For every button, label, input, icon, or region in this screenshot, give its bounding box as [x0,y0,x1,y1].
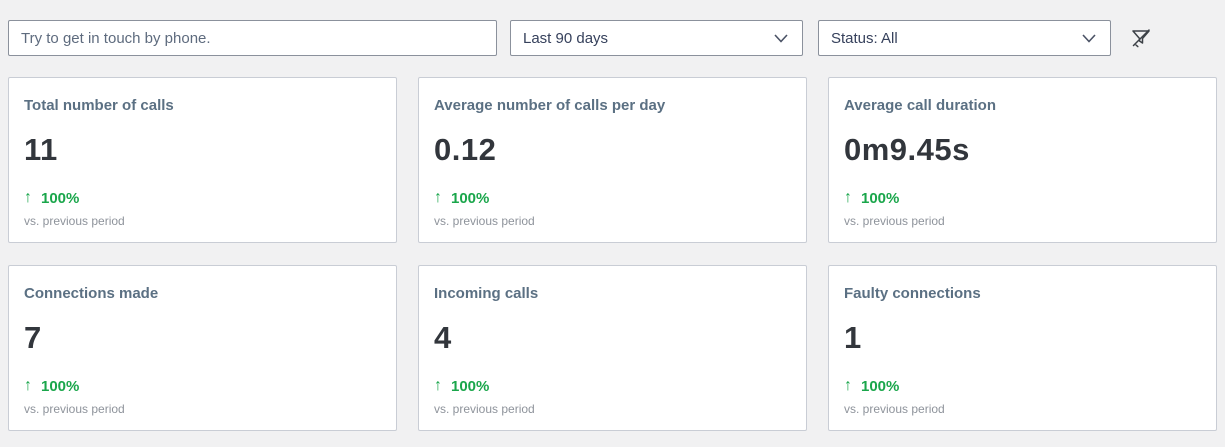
stat-title: Connections made [24,285,159,302]
stat-value: 11 [24,132,58,167]
stat-title: Total number of calls [24,97,174,114]
trend-percent: 100% [861,377,900,395]
trend-up-arrow-icon: ↑ [434,189,442,206]
trend-percent: 100% [451,189,490,207]
trend-percent: 100% [41,189,80,207]
clear-filters-button[interactable] [1126,23,1156,53]
search-input[interactable] [8,20,497,56]
stat-trend: ↑ 100% [844,378,1201,394]
trend-up-arrow-icon: ↑ [24,189,32,206]
stat-title: Faulty connections [844,285,981,302]
stats-cards-grid: Total number of calls 11 ↑ 100% vs. prev… [8,77,1217,431]
filters-toolbar: Last 90 days Status: All [0,0,1225,60]
trend-percent: 100% [451,377,490,395]
stat-title: Average call duration [844,97,996,114]
stat-card-faulty-connections: Faulty connections 1 ↑ 100% vs. previous… [828,265,1217,431]
stat-comparison: vs. previous period [844,214,945,228]
filter-off-icon [1132,29,1150,48]
trend-up-arrow-icon: ↑ [434,377,442,394]
stat-title: Incoming calls [434,285,539,302]
period-dropdown[interactable]: Last 90 days [510,20,803,56]
trend-up-arrow-icon: ↑ [24,377,32,394]
stat-comparison: vs. previous period [24,214,125,228]
stat-trend: ↑ 100% [24,190,381,206]
period-dropdown-value: Last 90 days [523,29,609,47]
stat-trend: ↑ 100% [844,190,1201,206]
stat-comparison: vs. previous period [24,402,125,416]
stat-card-connections-made: Connections made 7 ↑ 100% vs. previous p… [8,265,397,431]
stat-comparison: vs. previous period [434,402,535,416]
stat-card-total-calls: Total number of calls 11 ↑ 100% vs. prev… [8,77,397,243]
stat-value: 4 [434,320,452,355]
trend-up-arrow-icon: ↑ [844,189,852,206]
status-dropdown-value: Status: All [831,29,898,47]
stat-card-avg-calls-per-day: Average number of calls per day 0.12 ↑ 1… [418,77,807,243]
stat-title: Average number of calls per day [434,97,666,114]
stat-value: 1 [844,320,862,355]
trend-percent: 100% [41,377,80,395]
chevron-down-icon [1082,33,1096,43]
stat-trend: ↑ 100% [24,378,381,394]
stat-comparison: vs. previous period [434,214,535,228]
trend-percent: 100% [861,189,900,207]
stat-card-avg-call-duration: Average call duration 0m9.45s ↑ 100% vs.… [828,77,1217,243]
status-dropdown[interactable]: Status: All [818,20,1111,56]
chevron-down-icon [774,33,788,43]
stat-comparison: vs. previous period [844,402,945,416]
stat-trend: ↑ 100% [434,190,791,206]
stat-value: 7 [24,320,42,355]
stat-trend: ↑ 100% [434,378,791,394]
stat-value: 0.12 [434,132,497,167]
trend-up-arrow-icon: ↑ [844,377,852,394]
stat-card-incoming-calls: Incoming calls 4 ↑ 100% vs. previous per… [418,265,807,431]
stat-value: 0m9.45s [844,132,970,167]
